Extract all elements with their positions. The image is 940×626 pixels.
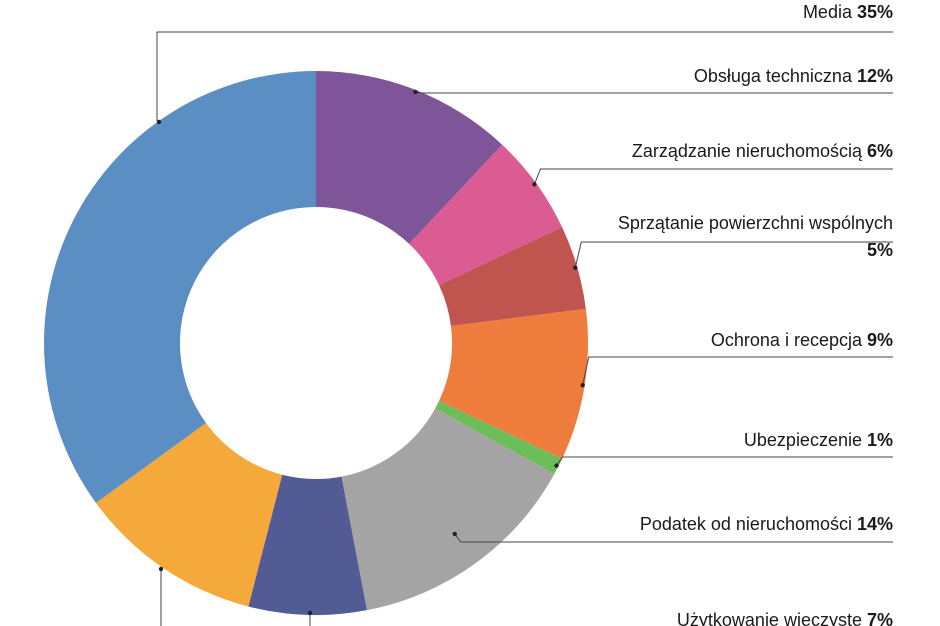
leader-line-ubezpieczenie (556, 456, 893, 466)
leader-line-media (156, 31, 893, 121)
label-value-uzytkowanie-wieczyste: 7% (867, 610, 893, 626)
slice-ubezpieczenie (435, 400, 563, 475)
slice-ochrona-i-recepcja (439, 308, 589, 459)
slice-uzytkowanie-wieczyste (248, 474, 367, 615)
slice-unlabeled (95, 422, 283, 607)
label-name-ochrona-i-recepcja: Ochrona i recepcja (711, 330, 867, 350)
leader-dot-unlabeled (158, 566, 164, 572)
label-sprzatanie-powierzchni-wspolnych: Sprzątanie powierzchni wspólnych (618, 213, 893, 233)
leader-line-ochrona-i-recepcja (582, 356, 893, 386)
label-podatek-od-nieruchomosci: Podatek od nieruchomości 14% (640, 514, 893, 534)
slice-sprzatanie-powierzchni-wspolnych (439, 227, 586, 326)
chart-leader-lines (156, 31, 893, 626)
leader-line-podatek-od-nieruchomosci (454, 533, 893, 543)
slice-podatek-od-nieruchomosci (341, 408, 555, 611)
label-name-podatek-od-nieruchomosci: Podatek od nieruchomości (640, 514, 857, 534)
label-value-zarzadzanie-nieruchomoscia: 6% (867, 141, 893, 161)
leader-dot-media (156, 119, 162, 125)
label-ubezpieczenie: Ubezpieczenie 1% (744, 430, 893, 450)
leader-dot-ochrona-i-recepcja (580, 383, 585, 388)
chart-labels: Obsługa techniczna 12% Zarządzanie nieruc… (618, 2, 893, 626)
label-name-uzytkowanie-wieczyste: Użytkowanie wieczyste (677, 610, 867, 626)
slice-zarzadzanie-nieruchomoscia (409, 144, 563, 286)
label-zarzadzanie-nieruchomoscia: Zarządzanie nieruchomością 6% (632, 141, 893, 161)
leader-dot-ubezpieczenie (554, 463, 559, 468)
leader-dot-uzytkowanie-wieczyste (307, 610, 313, 616)
leader-dot-podatek-od-nieruchomosci (452, 531, 457, 537)
label-media: Media 35% (803, 2, 893, 22)
label-value-podatek-od-nieruchomosci: 14% (857, 514, 893, 534)
label-name-zarzadzanie-nieruchomoscia: Zarządzanie nieruchomością (632, 141, 867, 161)
label-name-media: Media (803, 2, 857, 22)
label-name-ubezpieczenie: Ubezpieczenie (744, 430, 867, 450)
label-value-ochrona-i-recepcja: 9% (867, 330, 893, 350)
chart-slices (43, 71, 589, 615)
label-value-sprzatanie-powierzchni-wspolnych: 5% (867, 240, 893, 260)
leader-dot-obsluga-techniczna (413, 89, 418, 95)
label-value-ubezpieczenie: 1% (867, 430, 893, 450)
label-value-obsluga-techniczna: 12% (857, 66, 893, 86)
leader-line-obsluga-techniczna (415, 91, 893, 94)
label-uzytkowanie-wieczyste: Użytkowanie wieczyste 7% (677, 610, 893, 626)
slice-obsluga-techniczna (316, 71, 503, 244)
leader-line-sprzatanie-powierzchni-wspolnych (574, 241, 893, 268)
label-name-obsluga-techniczna: Obsługa techniczna (694, 66, 857, 86)
slice-media (43, 71, 316, 503)
label-ochrona-i-recepcja: Ochrona i recepcja 9% (711, 330, 893, 350)
leader-dot-sprzatanie-powierzchni-wspolnych (573, 265, 578, 270)
leader-dot-zarzadzanie-nieruchomoscia (532, 182, 537, 187)
label-obsluga-techniczna: Obsługa techniczna 12% (694, 66, 893, 86)
label-value-media: 35% (857, 2, 893, 22)
leader-line-zarzadzanie-nieruchomoscia (533, 168, 893, 185)
